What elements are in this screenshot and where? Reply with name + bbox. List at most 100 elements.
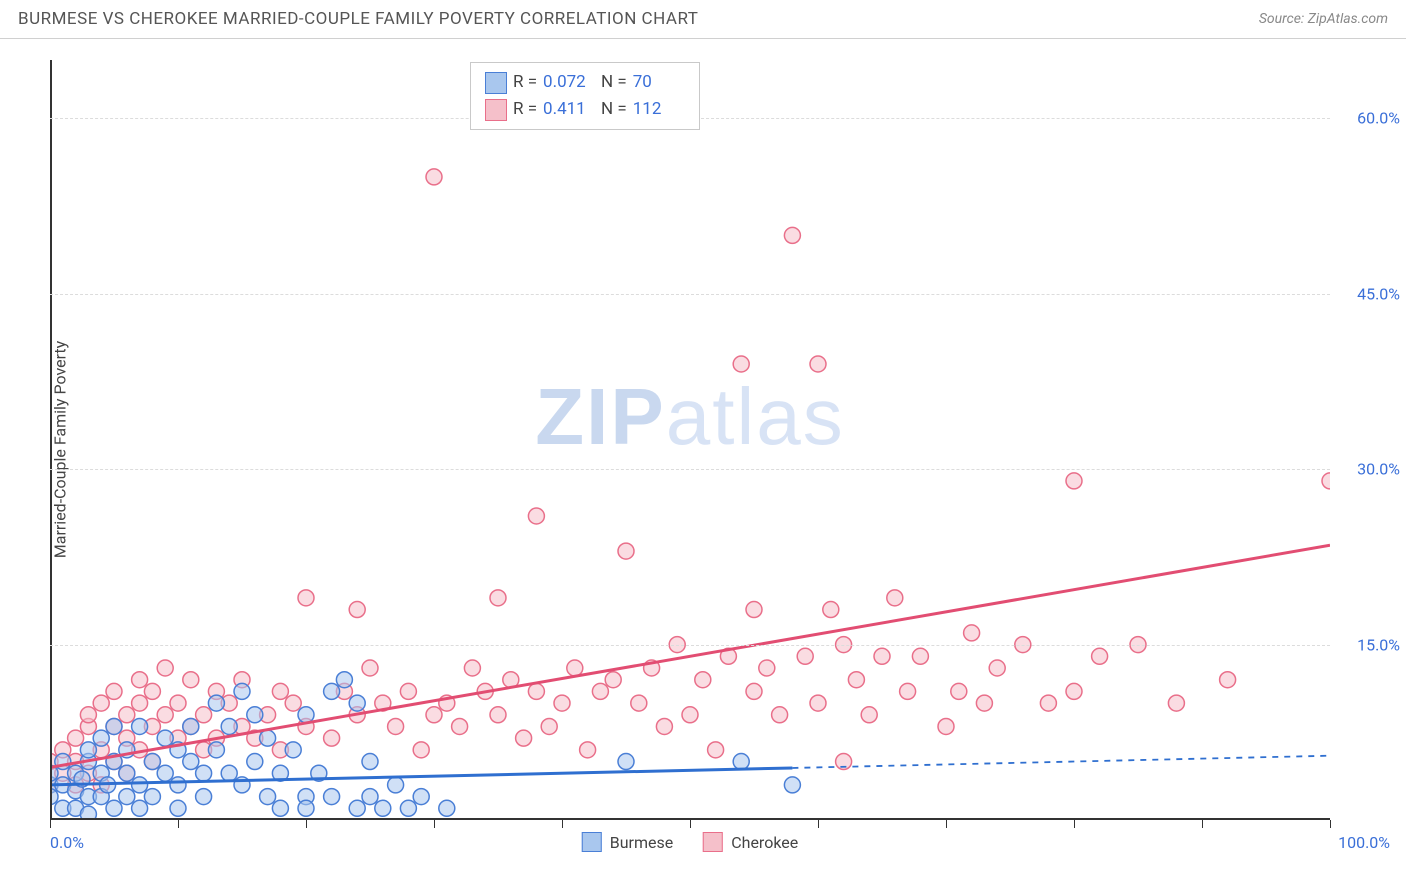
data-point [912, 648, 928, 664]
data-point [1168, 695, 1184, 711]
data-point [144, 683, 160, 699]
data-point [196, 789, 212, 805]
x-axis-max-label: 100.0% [1338, 833, 1390, 852]
data-point [157, 730, 173, 746]
y-tick-label: 30.0% [1340, 460, 1400, 479]
r-value: 0.411 [543, 96, 595, 123]
data-point [413, 742, 429, 758]
data-point [388, 718, 404, 734]
data-point [861, 707, 877, 723]
legend-label: Cherokee [731, 833, 798, 852]
chart-title: BURMESE VS CHEROKEE MARRIED-COUPLE FAMIL… [18, 9, 698, 29]
data-point [759, 660, 775, 676]
data-point [784, 227, 800, 243]
swatch-icon [485, 72, 507, 94]
data-point [298, 590, 314, 606]
data-point [234, 683, 250, 699]
data-point [298, 800, 314, 816]
data-point [1066, 683, 1082, 699]
data-point [157, 660, 173, 676]
data-point [349, 800, 365, 816]
data-point [132, 800, 148, 816]
data-point [567, 660, 583, 676]
data-point [285, 742, 301, 758]
data-point [951, 683, 967, 699]
data-point [733, 754, 749, 770]
data-point [93, 695, 109, 711]
data-point [157, 765, 173, 781]
data-point [490, 707, 506, 723]
data-point [439, 800, 455, 816]
r-value: 0.072 [543, 69, 595, 96]
data-point [119, 707, 135, 723]
n-value: 112 [633, 96, 685, 123]
data-point [247, 707, 263, 723]
data-point [362, 789, 378, 805]
data-point [170, 800, 186, 816]
data-point [349, 695, 365, 711]
data-point [221, 765, 237, 781]
data-point [631, 695, 647, 711]
data-point [1040, 695, 1056, 711]
trend-line-extrapolated [792, 756, 1330, 768]
data-point [400, 683, 416, 699]
data-point [260, 730, 276, 746]
data-point [772, 707, 788, 723]
data-point [272, 800, 288, 816]
data-point [426, 707, 442, 723]
scatter-plot [50, 60, 1330, 820]
data-point [426, 169, 442, 185]
stats-row: R = 0.411 N = 112 [485, 96, 685, 123]
data-point [324, 730, 340, 746]
y-tick-label: 15.0% [1340, 635, 1400, 654]
data-point [1066, 473, 1082, 489]
data-point [874, 648, 890, 664]
data-point [132, 718, 148, 734]
data-point [221, 718, 237, 734]
data-point [810, 695, 826, 711]
data-point [708, 742, 724, 758]
data-point [400, 800, 416, 816]
data-point [1322, 473, 1330, 489]
data-point [656, 718, 672, 734]
data-point [80, 742, 96, 758]
data-point [797, 648, 813, 664]
data-point [528, 683, 544, 699]
data-point [605, 672, 621, 688]
data-point [208, 695, 224, 711]
data-point [592, 683, 608, 699]
data-point [132, 672, 148, 688]
trend-line [50, 545, 1330, 767]
x-axis-min-label: 0.0% [50, 833, 84, 852]
data-point [388, 777, 404, 793]
data-point [580, 742, 596, 758]
n-value: 70 [633, 69, 685, 96]
swatch-icon [703, 832, 723, 852]
source-attribution: Source: ZipAtlas.com [1259, 11, 1388, 27]
data-point [349, 602, 365, 618]
data-point [272, 683, 288, 699]
data-point [106, 718, 122, 734]
data-point [887, 590, 903, 606]
data-point [823, 602, 839, 618]
data-point [618, 754, 634, 770]
data-point [247, 754, 263, 770]
data-point [298, 707, 314, 723]
legend-item-burmese: Burmese [582, 832, 673, 852]
data-point [848, 672, 864, 688]
data-point [695, 672, 711, 688]
stats-row: R = 0.072 N = 70 [485, 69, 685, 96]
data-point [336, 672, 352, 688]
data-point [362, 660, 378, 676]
data-point [1220, 672, 1236, 688]
y-tick-label: 45.0% [1340, 284, 1400, 303]
data-point [682, 707, 698, 723]
data-point [144, 789, 160, 805]
data-point [516, 730, 532, 746]
data-point [170, 695, 186, 711]
data-point [144, 754, 160, 770]
data-point [375, 800, 391, 816]
data-point [964, 625, 980, 641]
data-point [618, 543, 634, 559]
data-point [208, 742, 224, 758]
